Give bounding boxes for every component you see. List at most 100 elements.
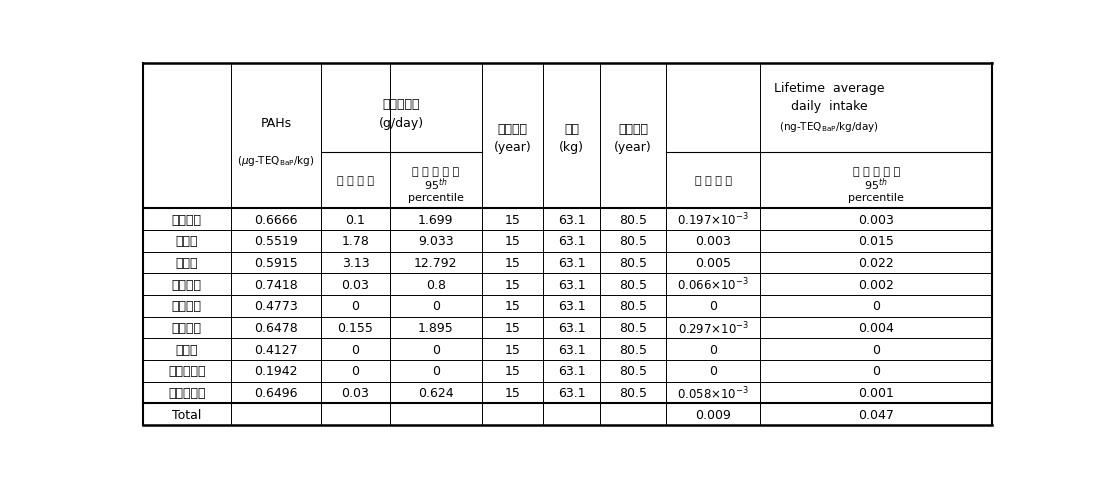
Text: 1.699: 1.699 [418, 213, 454, 227]
Text: 틀김전용유: 틀김전용유 [168, 364, 206, 378]
Text: (year): (year) [614, 141, 652, 154]
Text: (g/day): (g/day) [379, 117, 424, 130]
Text: 0.005: 0.005 [695, 257, 732, 270]
Text: 0.297×10$^{-3}$: 0.297×10$^{-3}$ [677, 319, 748, 336]
Text: 0.047: 0.047 [858, 408, 894, 421]
Text: 12.792: 12.792 [414, 257, 457, 270]
Text: 전 체 집 단: 전 체 집 단 [337, 176, 374, 186]
Text: 95$^{th}$: 95$^{th}$ [424, 177, 447, 193]
Text: 63.1: 63.1 [558, 386, 586, 399]
Text: 0.003: 0.003 [695, 235, 731, 248]
Text: 0.8: 0.8 [426, 278, 446, 291]
Text: 0.6496: 0.6496 [255, 386, 298, 399]
Text: 0.03: 0.03 [341, 278, 370, 291]
Text: 0: 0 [872, 364, 880, 378]
Text: 0.066×10$^{-3}$: 0.066×10$^{-3}$ [677, 276, 749, 293]
Text: 0: 0 [351, 300, 360, 313]
Text: 0: 0 [432, 343, 439, 356]
Text: 현미유: 현미유 [176, 343, 198, 356]
Text: 63.1: 63.1 [558, 343, 586, 356]
Text: 0.022: 0.022 [858, 257, 894, 270]
Text: 0.058×10$^{-3}$: 0.058×10$^{-3}$ [677, 384, 749, 401]
Text: percentile: percentile [848, 193, 904, 203]
Text: 0: 0 [710, 343, 717, 356]
Text: 15: 15 [505, 386, 520, 399]
Text: 15: 15 [505, 213, 520, 227]
Text: 15: 15 [505, 343, 520, 356]
Text: 0.009: 0.009 [695, 408, 731, 421]
Text: 80.5: 80.5 [619, 343, 646, 356]
Text: 체중: 체중 [565, 122, 579, 136]
Text: 0: 0 [432, 300, 439, 313]
Text: 80.5: 80.5 [619, 278, 646, 291]
Text: 0.1942: 0.1942 [255, 364, 298, 378]
Text: 1.895: 1.895 [417, 321, 454, 334]
Text: 0.197×10$^{-3}$: 0.197×10$^{-3}$ [677, 212, 749, 228]
Text: 63.1: 63.1 [558, 300, 586, 313]
Text: 포도씨유: 포도씨유 [172, 321, 201, 334]
Text: 0.004: 0.004 [858, 321, 894, 334]
Text: 0.001: 0.001 [858, 386, 894, 399]
Text: 63.1: 63.1 [558, 235, 586, 248]
Text: 63.1: 63.1 [558, 278, 586, 291]
Text: 0.002: 0.002 [858, 278, 894, 291]
Text: 3.13: 3.13 [342, 257, 370, 270]
Text: 헤바라기유: 헤바라기유 [168, 386, 206, 399]
Text: 카놀라유: 카놀라유 [172, 300, 201, 313]
Text: 0.5519: 0.5519 [255, 235, 298, 248]
Text: 80.5: 80.5 [619, 386, 646, 399]
Text: 1.78: 1.78 [341, 235, 370, 248]
Text: Lifetime  average: Lifetime average [774, 81, 884, 94]
Text: 0.4773: 0.4773 [255, 300, 298, 313]
Text: 올리브유: 올리브유 [172, 213, 201, 227]
Text: 15: 15 [505, 278, 520, 291]
Text: 15: 15 [505, 235, 520, 248]
Text: 15: 15 [505, 364, 520, 378]
Text: daily  intake: daily intake [790, 100, 867, 113]
Text: 80.5: 80.5 [619, 300, 646, 313]
Text: percentile: percentile [407, 193, 464, 203]
Text: 전 체 집 단 의: 전 체 집 단 의 [852, 167, 900, 177]
Text: 0: 0 [351, 364, 360, 378]
Text: 80.5: 80.5 [619, 364, 646, 378]
Text: 평균수명: 평균수명 [618, 122, 648, 136]
Text: 95$^{th}$: 95$^{th}$ [865, 177, 888, 193]
Text: 0: 0 [432, 364, 439, 378]
Text: (ng-TEQ$_\mathrm{BaP}$/kg/day): (ng-TEQ$_\mathrm{BaP}$/kg/day) [779, 120, 879, 134]
Text: 0.015: 0.015 [858, 235, 894, 248]
Text: 15: 15 [505, 257, 520, 270]
Text: 0.1: 0.1 [345, 213, 365, 227]
Text: 0.003: 0.003 [858, 213, 894, 227]
Text: 0.5915: 0.5915 [255, 257, 298, 270]
Text: 0.6666: 0.6666 [255, 213, 298, 227]
Text: 전 체 집 단 의: 전 체 집 단 의 [412, 167, 459, 177]
Text: (kg): (kg) [559, 141, 584, 154]
Text: 63.1: 63.1 [558, 364, 586, 378]
Text: (year): (year) [494, 141, 531, 154]
Text: 전 체 집 단: 전 체 집 단 [695, 176, 732, 186]
Text: 0: 0 [710, 364, 717, 378]
Text: 옥수수유: 옥수수유 [172, 278, 201, 291]
Text: ($\mu$g-TEQ$_\mathrm{BaP}$/kg): ($\mu$g-TEQ$_\mathrm{BaP}$/kg) [237, 153, 314, 167]
Text: 80.5: 80.5 [619, 213, 646, 227]
Text: 0.4127: 0.4127 [255, 343, 298, 356]
Text: 63.1: 63.1 [558, 213, 586, 227]
Text: 0.6478: 0.6478 [255, 321, 298, 334]
Text: 0.7418: 0.7418 [255, 278, 298, 291]
Text: 9.033: 9.033 [417, 235, 454, 248]
Text: 15: 15 [505, 300, 520, 313]
Text: 0.155: 0.155 [338, 321, 373, 334]
Text: 0: 0 [872, 300, 880, 313]
Text: 15: 15 [505, 321, 520, 334]
Text: 0: 0 [710, 300, 717, 313]
Text: 참기름: 참기름 [176, 235, 198, 248]
Text: 0.03: 0.03 [341, 386, 370, 399]
Text: 콩기름: 콩기름 [176, 257, 198, 270]
Text: 63.1: 63.1 [558, 257, 586, 270]
Text: 0: 0 [872, 343, 880, 356]
Text: 80.5: 80.5 [619, 235, 646, 248]
Text: 노출기간: 노출기간 [497, 122, 527, 136]
Text: 80.5: 80.5 [619, 321, 646, 334]
Text: 식품섭취량: 식품섭취량 [383, 98, 420, 111]
Text: Total: Total [173, 408, 201, 421]
